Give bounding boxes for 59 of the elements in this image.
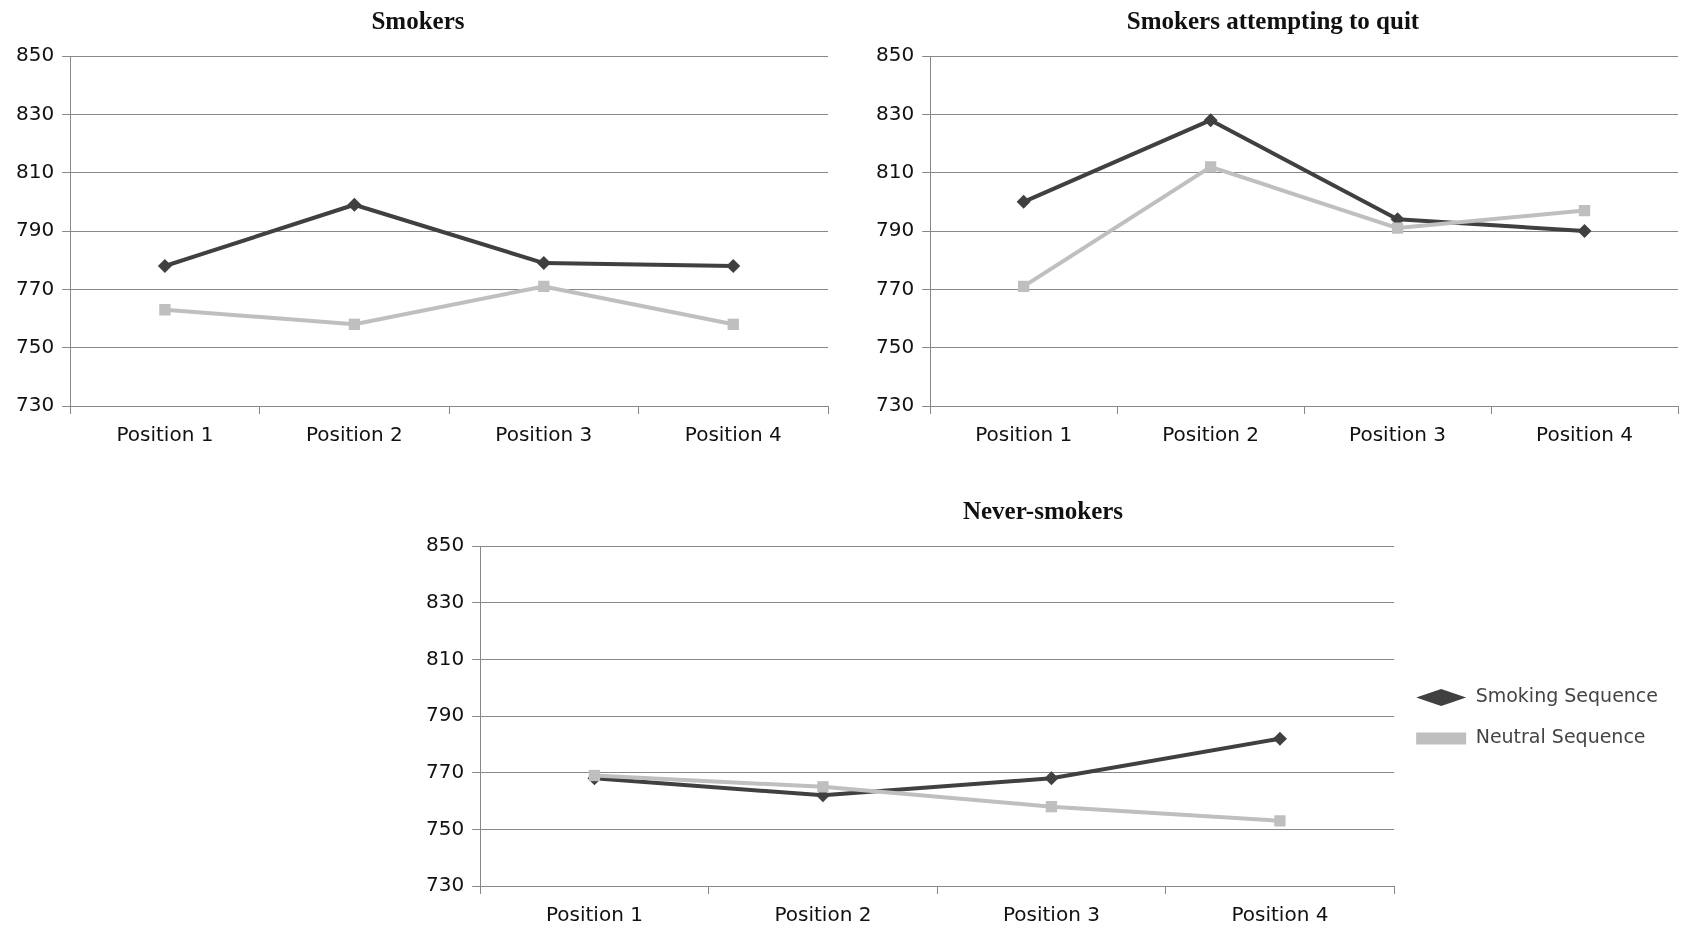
x-tick-label: Position 1 xyxy=(975,422,1073,447)
y-tick-label: 850 xyxy=(15,42,55,67)
point xyxy=(1274,815,1286,827)
y-tick-label: 830 xyxy=(425,588,465,613)
point xyxy=(159,304,171,316)
x-tick-label: Position 2 xyxy=(305,422,403,447)
point xyxy=(817,781,829,793)
chart-title: Smokers xyxy=(371,7,465,35)
chart-title: Never-smokers xyxy=(962,497,1124,525)
y-tick-label: 730 xyxy=(15,392,55,417)
x-tick-label: Position 1 xyxy=(116,422,214,447)
legend-label: Smoking Sequence xyxy=(1475,684,1659,707)
point xyxy=(1203,113,1218,128)
y-tick-label: 850 xyxy=(425,532,465,557)
point xyxy=(726,259,741,273)
y-tick-label: 790 xyxy=(15,217,55,242)
y-tick-label: 750 xyxy=(15,333,55,358)
chart-title: Smokers attempting to quit xyxy=(1126,7,1420,35)
y-tick-label: 770 xyxy=(875,275,915,300)
point xyxy=(1044,771,1059,786)
point xyxy=(1391,222,1404,234)
point xyxy=(347,197,362,212)
y-tick-label: 810 xyxy=(15,158,55,183)
point xyxy=(1578,204,1591,217)
point xyxy=(1018,280,1030,293)
point xyxy=(536,256,551,271)
y-tick-label: 790 xyxy=(875,217,915,242)
x-tick-label: Position 2 xyxy=(1162,422,1260,447)
x-tick-label: Position 4 xyxy=(1231,902,1329,927)
y-tick-label: 730 xyxy=(875,392,915,417)
x-tick-label: Position 4 xyxy=(1536,422,1633,447)
y-tick-label: 730 xyxy=(425,872,465,897)
x-tick-label: Position 3 xyxy=(1349,422,1447,447)
point xyxy=(348,318,361,330)
point xyxy=(1016,194,1031,209)
legend-label: Neutral Sequence xyxy=(1475,725,1646,748)
x-tick-label: Position 3 xyxy=(495,422,593,447)
point xyxy=(538,280,550,293)
point xyxy=(157,259,172,273)
point xyxy=(1204,161,1217,173)
point xyxy=(588,769,601,782)
x-tick-label: Position 1 xyxy=(545,902,643,927)
y-tick-label: 770 xyxy=(425,758,465,783)
x-tick-label: Position 4 xyxy=(684,422,782,447)
y-tick-label: 770 xyxy=(15,275,55,300)
y-tick-label: 830 xyxy=(875,100,915,125)
x-tick-label: Position 2 xyxy=(774,902,872,927)
y-tick-label: 810 xyxy=(425,645,465,670)
y-tick-label: 810 xyxy=(875,158,915,183)
point xyxy=(727,318,739,330)
y-tick-label: 750 xyxy=(875,333,915,358)
y-tick-label: 830 xyxy=(15,100,55,125)
x-tick-label: Position 3 xyxy=(1002,902,1100,927)
y-tick-label: 790 xyxy=(425,702,465,727)
point xyxy=(1045,801,1058,813)
y-tick-label: 850 xyxy=(875,42,915,67)
y-tick-label: 750 xyxy=(425,815,465,840)
point xyxy=(1272,731,1287,746)
point xyxy=(1577,224,1592,238)
